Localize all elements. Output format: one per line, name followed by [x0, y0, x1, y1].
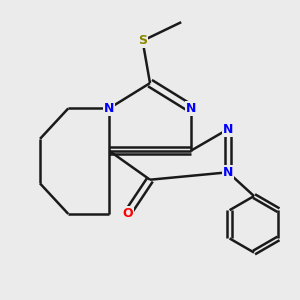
Text: N: N [186, 102, 196, 115]
Text: N: N [223, 123, 233, 136]
Text: O: O [122, 207, 133, 220]
Text: N: N [104, 102, 114, 115]
Text: S: S [138, 34, 147, 47]
Text: N: N [223, 166, 233, 179]
